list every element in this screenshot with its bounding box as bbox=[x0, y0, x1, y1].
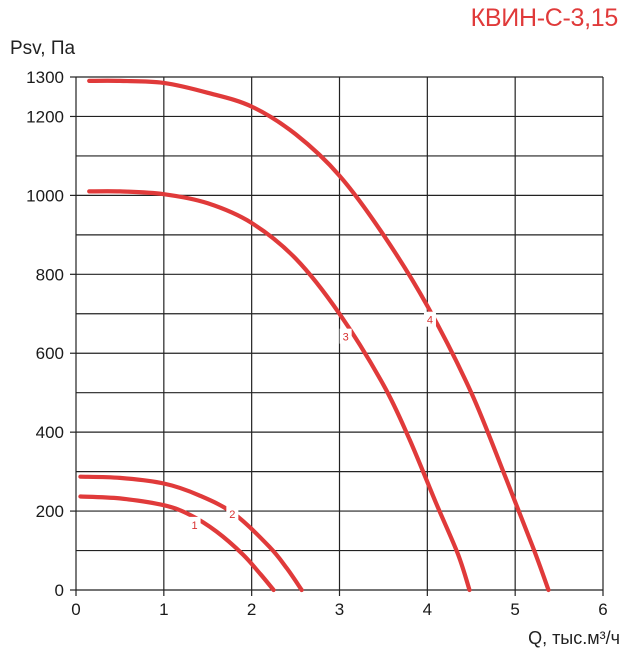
x-tick-label: 3 bbox=[335, 600, 344, 619]
series-line-4 bbox=[87, 78, 551, 593]
series-label-bg bbox=[226, 506, 239, 522]
series-label-1: 1 bbox=[192, 520, 198, 532]
series-label-3: 3 bbox=[343, 332, 349, 344]
series-label-bg bbox=[339, 328, 352, 344]
y-tick-label: 1000 bbox=[26, 186, 64, 205]
x-tick-label: 0 bbox=[71, 600, 80, 619]
x-tick-label: 6 bbox=[598, 600, 607, 619]
series-line-1 bbox=[78, 494, 276, 593]
y-tick-label: 0 bbox=[55, 581, 64, 600]
y-axis-label: Psv, Па bbox=[10, 38, 76, 59]
series-label-bg bbox=[188, 516, 201, 532]
y-tick-label: 1200 bbox=[26, 107, 64, 126]
y-tick-label: 600 bbox=[36, 344, 64, 363]
series-label-4: 4 bbox=[427, 315, 433, 327]
x-axis-label: Q, тыс.м³/ч bbox=[528, 628, 620, 648]
y-tick-label: 200 bbox=[36, 502, 64, 521]
series-label-bg bbox=[423, 311, 436, 327]
x-tick-label: 4 bbox=[423, 600, 432, 619]
x-tick-label: 1 bbox=[159, 600, 168, 619]
y-tick-label: 1300 bbox=[26, 68, 64, 87]
series-label-2: 2 bbox=[229, 509, 235, 521]
y-tick-label: 400 bbox=[36, 423, 64, 442]
chart-title: КВИН-С-3,15 bbox=[470, 4, 619, 32]
series-line-2 bbox=[78, 474, 304, 593]
x-tick-label: 2 bbox=[247, 600, 256, 619]
x-tick-label: 5 bbox=[510, 600, 519, 619]
series-line-3 bbox=[87, 189, 472, 593]
y-tick-label: 800 bbox=[36, 265, 64, 284]
